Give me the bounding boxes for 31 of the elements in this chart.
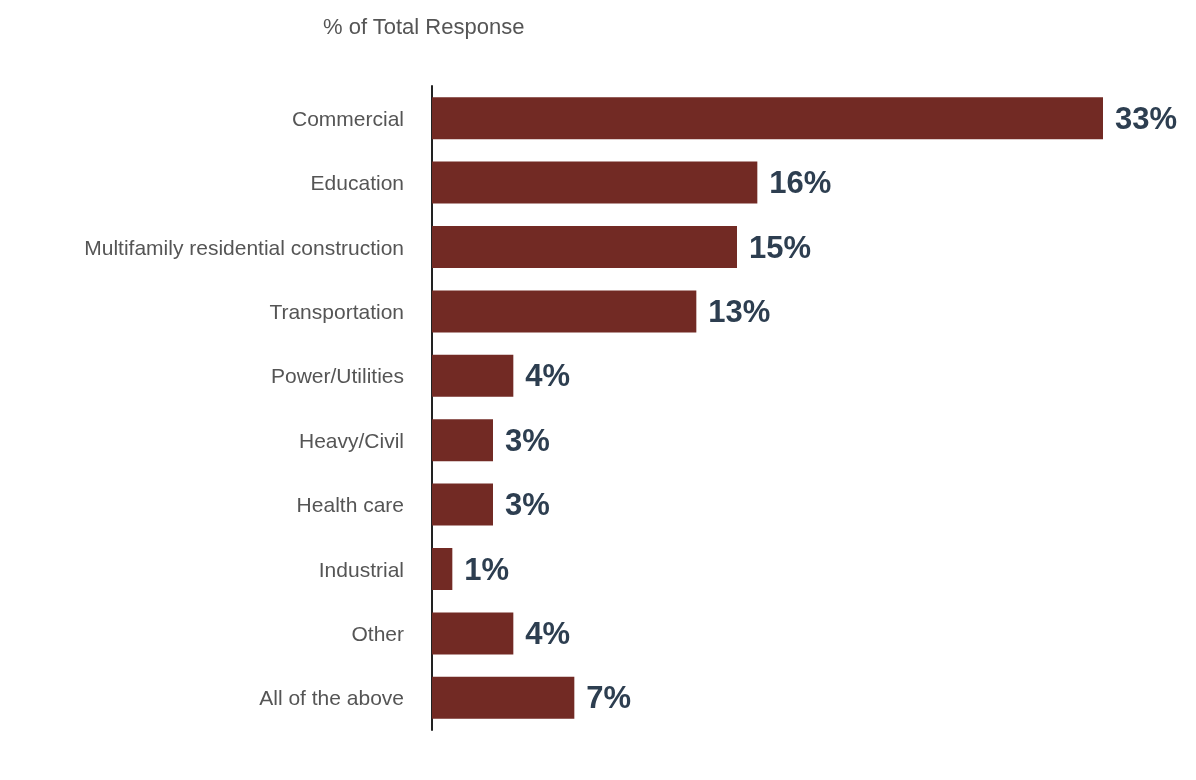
y-tick-label: Power/Utilities [270,364,404,388]
data-label: 7% [586,680,632,716]
bar [432,226,737,268]
y-tick-label: Heavy/Civil [298,428,404,452]
bar [432,419,493,462]
chart-title: % of Total Response [323,13,525,39]
bar [432,483,493,526]
data-label: 1% [464,551,510,587]
data-label: 3% [505,487,550,523]
bar [432,290,697,333]
data-label: 13% [708,293,771,329]
y-tick-label: Transportation [269,299,404,323]
data-label: 3% [505,422,550,458]
y-tick-label: Health care [296,493,404,517]
y-tick-label: Multifamily residential construction [84,235,404,259]
data-label: 4% [525,615,571,651]
bar [432,548,453,590]
data-label: 33% [1115,100,1178,136]
y-tick-label: Industrial [318,557,404,581]
y-tick-label: Other [351,621,404,645]
y-tick-label: Education [310,171,404,195]
bar [432,354,514,397]
data-label: 4% [525,358,571,394]
data-label: 16% [769,165,832,201]
data-label: 15% [749,229,812,265]
bar [432,97,1103,140]
y-tick-label: Commercial [291,106,404,130]
bar [432,161,758,204]
y-tick-label: All of the above [259,686,404,710]
bar [432,612,514,655]
bar [432,676,575,719]
